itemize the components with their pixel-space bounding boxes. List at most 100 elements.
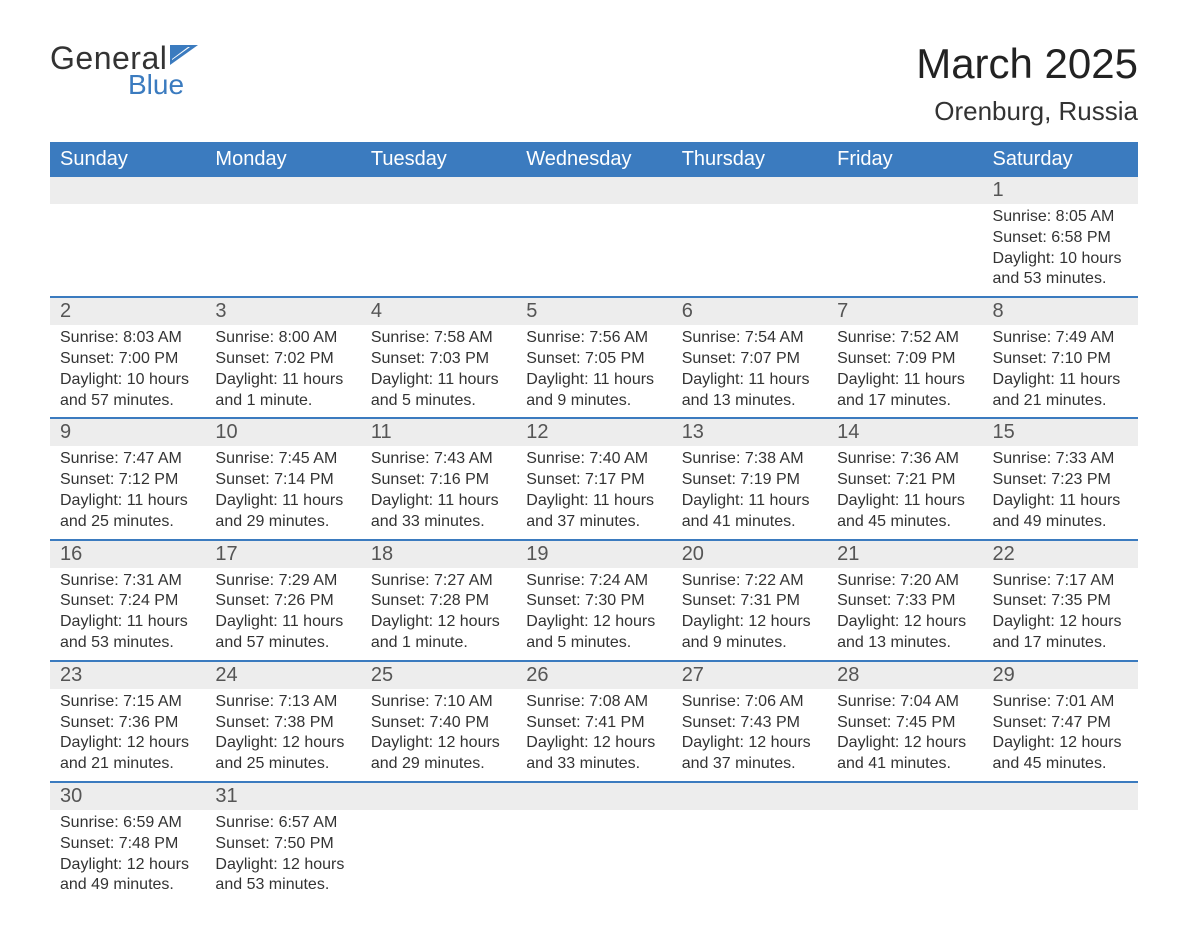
day-dl2: and 53 minutes. xyxy=(60,633,195,654)
day-number-row: 1 xyxy=(50,177,1138,204)
day-number-cell: 11 xyxy=(361,418,516,446)
day-dl1: Daylight: 12 hours xyxy=(837,733,972,754)
day-dl2: and 5 minutes. xyxy=(371,391,506,412)
day-sunrise: Sunrise: 7:20 AM xyxy=(837,571,972,592)
day-number-cell: 28 xyxy=(827,661,982,689)
day-number-row: 3031 xyxy=(50,782,1138,810)
day-sunset: Sunset: 7:03 PM xyxy=(371,349,506,370)
day-sunset: Sunset: 7:12 PM xyxy=(60,470,195,491)
day-sunset: Sunset: 7:00 PM xyxy=(60,349,195,370)
day-dl1: Daylight: 10 hours xyxy=(60,370,195,391)
day-sunset: Sunset: 7:07 PM xyxy=(682,349,817,370)
flag-icon xyxy=(170,45,200,72)
day-sunset: Sunset: 7:19 PM xyxy=(682,470,817,491)
day-dl2: and 45 minutes. xyxy=(993,754,1128,775)
day-sunrise: Sunrise: 7:13 AM xyxy=(215,692,350,713)
day-number-cell: 30 xyxy=(50,782,205,810)
day-data-cell: Sunrise: 7:04 AMSunset: 7:45 PMDaylight:… xyxy=(827,689,982,782)
day-number: 7 xyxy=(827,298,982,325)
day-number: 5 xyxy=(516,298,671,325)
day-data-cell xyxy=(827,204,982,297)
day-dl1: Daylight: 12 hours xyxy=(993,612,1128,633)
day-number-cell: 10 xyxy=(205,418,360,446)
day-dl2: and 57 minutes. xyxy=(60,391,195,412)
day-dl2: and 57 minutes. xyxy=(215,633,350,654)
day-number: 23 xyxy=(50,662,205,689)
day-data-cell: Sunrise: 7:38 AMSunset: 7:19 PMDaylight:… xyxy=(672,446,827,539)
day-dl1: Daylight: 12 hours xyxy=(371,733,506,754)
day-data-cell: Sunrise: 7:40 AMSunset: 7:17 PMDaylight:… xyxy=(516,446,671,539)
day-number: 20 xyxy=(672,541,827,568)
day-sunrise: Sunrise: 7:27 AM xyxy=(371,571,506,592)
day-number-cell xyxy=(361,177,516,204)
day-number-cell xyxy=(827,177,982,204)
day-sunrise: Sunrise: 7:40 AM xyxy=(526,449,661,470)
day-sunrise: Sunrise: 7:15 AM xyxy=(60,692,195,713)
day-dl1: Daylight: 11 hours xyxy=(371,370,506,391)
day-number: 12 xyxy=(516,419,671,446)
day-number-cell xyxy=(361,782,516,810)
day-data-row: Sunrise: 7:15 AMSunset: 7:36 PMDaylight:… xyxy=(50,689,1138,782)
day-number: 6 xyxy=(672,298,827,325)
day-number: 4 xyxy=(361,298,516,325)
day-sunrise: Sunrise: 7:31 AM xyxy=(60,571,195,592)
day-sunset: Sunset: 7:16 PM xyxy=(371,470,506,491)
day-data-cell: Sunrise: 7:22 AMSunset: 7:31 PMDaylight:… xyxy=(672,568,827,661)
day-data-cell: Sunrise: 7:49 AMSunset: 7:10 PMDaylight:… xyxy=(983,325,1138,418)
day-dl1: Daylight: 12 hours xyxy=(682,612,817,633)
day-number-cell xyxy=(827,782,982,810)
calendar-header-row: Sunday Monday Tuesday Wednesday Thursday… xyxy=(50,142,1138,177)
day-number-cell: 15 xyxy=(983,418,1138,446)
day-dl1: Daylight: 11 hours xyxy=(837,370,972,391)
day-number-cell xyxy=(516,782,671,810)
day-data-row: Sunrise: 7:31 AMSunset: 7:24 PM Daylight:… xyxy=(50,568,1138,661)
day-sunrise: Sunrise: 7:22 AM xyxy=(682,571,817,592)
day-sunset: Sunset: 7:31 PM xyxy=(682,591,817,612)
day-dl1: Daylight: 12 hours xyxy=(215,733,350,754)
day-data-cell xyxy=(983,810,1138,902)
day-dl2: and 29 minutes. xyxy=(371,754,506,775)
col-sunday: Sunday xyxy=(50,142,205,177)
day-dl2: and 45 minutes. xyxy=(837,512,972,533)
day-data-cell: Sunrise: 7:52 AMSunset: 7:09 PMDaylight:… xyxy=(827,325,982,418)
day-dl1: Daylight: 11 hours xyxy=(60,491,195,512)
day-sunrise: Sunrise: 7:10 AM xyxy=(371,692,506,713)
day-number: 22 xyxy=(983,541,1138,568)
day-number-cell: 26 xyxy=(516,661,671,689)
day-number: 17 xyxy=(205,541,360,568)
day-sunrise: Sunrise: 7:01 AM xyxy=(993,692,1128,713)
day-dl2: and 33 minutes. xyxy=(526,754,661,775)
day-dl2: and 41 minutes. xyxy=(682,512,817,533)
day-data-cell: Sunrise: 8:05 AMSunset: 6:58 PMDaylight:… xyxy=(983,204,1138,297)
day-dl1: Daylight: 12 hours xyxy=(60,855,195,876)
day-dl1: Daylight: 11 hours xyxy=(993,370,1128,391)
day-number-cell: 9 xyxy=(50,418,205,446)
day-number-cell xyxy=(516,177,671,204)
page-header: General Blue March 2025 Orenburg, Russia xyxy=(50,40,1138,127)
day-dl1: Daylight: 12 hours xyxy=(526,612,661,633)
day-number: 25 xyxy=(361,662,516,689)
day-number-cell xyxy=(983,782,1138,810)
page-subtitle: Orenburg, Russia xyxy=(916,96,1138,127)
day-number-row: 2345678 xyxy=(50,297,1138,325)
day-number-cell: 22 xyxy=(983,540,1138,568)
day-dl1: Daylight: 11 hours xyxy=(837,491,972,512)
day-sunset: Sunset: 7:41 PM xyxy=(526,713,661,734)
day-sunset: Sunset: 6:58 PM xyxy=(993,228,1128,249)
day-sunrise: Sunrise: 7:43 AM xyxy=(371,449,506,470)
day-number-cell: 17 xyxy=(205,540,360,568)
day-data-cell: Sunrise: 7:56 AMSunset: 7:05 PMDaylight:… xyxy=(516,325,671,418)
day-number: 24 xyxy=(205,662,360,689)
day-sunrise: Sunrise: 7:33 AM xyxy=(993,449,1128,470)
day-sunrise: Sunrise: 7:29 AM xyxy=(215,571,350,592)
day-sunrise: Sunrise: 7:56 AM xyxy=(526,328,661,349)
day-sunset: Sunset: 7:40 PM xyxy=(371,713,506,734)
day-sunset: Sunset: 7:35 PM xyxy=(993,591,1128,612)
day-number: 19 xyxy=(516,541,671,568)
day-data-cell: Sunrise: 7:58 AMSunset: 7:03 PMDaylight:… xyxy=(361,325,516,418)
day-sunset: Sunset: 7:24 PM xyxy=(60,591,195,612)
day-dl1: Daylight: 12 hours xyxy=(682,733,817,754)
day-number-row: 16171819202122 xyxy=(50,540,1138,568)
day-dl2: and 5 minutes. xyxy=(526,633,661,654)
day-sunrise: Sunrise: 7:47 AM xyxy=(60,449,195,470)
